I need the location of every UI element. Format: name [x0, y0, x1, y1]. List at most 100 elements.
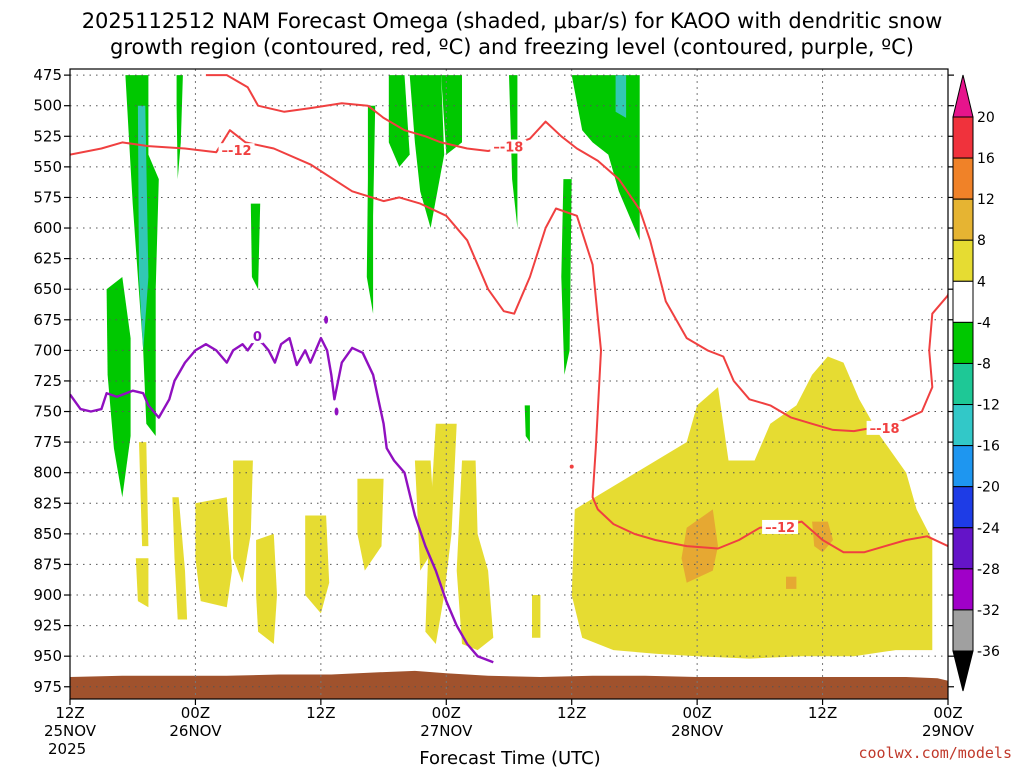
y-tick-label-750: 750 — [33, 403, 62, 421]
chart-title-line-1: 2025112512 NAM Forecast Omega (shaded, μ… — [82, 9, 943, 33]
colorbar-bin--16--12 — [952, 404, 974, 447]
colorbar-label-11: -28 — [977, 562, 1000, 578]
y-tick-label-725: 725 — [33, 372, 62, 390]
y-tick-label-700: 700 — [33, 341, 62, 359]
rising-area-3 — [250, 203, 261, 290]
freezing-level-label: 0 — [253, 330, 262, 345]
sinking-area-11 — [532, 595, 541, 638]
rising-area-6 — [409, 75, 445, 228]
x-tick-label-84-l2: 29NOV — [922, 722, 975, 740]
colorbar-bin--32--28 — [952, 568, 974, 611]
colorbar-bin--20--16 — [952, 445, 974, 488]
x-tick-label-36-l2: 27NOV — [420, 722, 473, 740]
rising-area-2 — [176, 75, 183, 180]
rising_strong-area-1 — [615, 75, 627, 118]
sinking_strong-area-2 — [812, 521, 833, 553]
rising_strong-area-0 — [137, 105, 149, 351]
y-tick-label-500: 500 — [33, 97, 62, 115]
colorbar-bin-8-12 — [952, 198, 974, 241]
colorbar-bin--24--20 — [952, 486, 974, 529]
colorbar-label-12: -32 — [977, 603, 1000, 619]
colorbar-bottom-arrow — [952, 650, 974, 692]
colorbar-label-6: -8 — [977, 356, 991, 372]
dgz-label-bg--18 — [490, 139, 527, 154]
dgz-isotherm-label--18: –-18 — [493, 141, 523, 156]
terrain-area — [70, 670, 948, 699]
x-tick-label-0-l2: 25NOV — [44, 722, 97, 740]
x-tick-label-84-l1: 00Z — [933, 704, 962, 722]
y-tick-label-975: 975 — [33, 678, 62, 696]
colorbar-bin--36--32 — [952, 609, 974, 652]
freezing-level-line — [70, 336, 494, 664]
freezing-label-bg — [249, 329, 263, 344]
colorbar-label-10: -24 — [977, 521, 1000, 537]
sinking-area-12 — [571, 356, 933, 659]
x-tick-label-60-l2: 28NOV — [671, 722, 724, 740]
colorbar-label-1: 16 — [977, 151, 995, 167]
terrain-layer — [70, 670, 948, 699]
dgz-label-bg-extra-0 — [762, 519, 799, 534]
y-tick-label-775: 775 — [33, 433, 62, 451]
colorbar-bin--8--4 — [952, 321, 974, 364]
dgz-isotherm-label-extra-1: –-18 — [870, 422, 900, 437]
y-tick-label-475: 475 — [33, 66, 62, 84]
freezing-dot-0 — [324, 315, 329, 324]
x-tick-label-60-l1: 00Z — [682, 704, 711, 722]
colorbar-bin--12--8 — [952, 362, 974, 406]
sinking-area-10 — [456, 460, 494, 651]
sinking-area-3 — [195, 497, 232, 608]
y-tick-label-675: 675 — [33, 311, 62, 329]
y-tick-label-550: 550 — [33, 158, 62, 176]
rising-area-5 — [388, 75, 410, 167]
colorbar-label-0: 20 — [977, 110, 995, 126]
x-tick-label-12-l2: 26NOV — [169, 722, 222, 740]
rising-area-10 — [571, 75, 640, 241]
rising-area-1 — [106, 277, 131, 498]
colorbar-bin-12-16 — [952, 157, 974, 200]
colorbar-bin-4-8 — [952, 239, 974, 282]
freezing-dot-1 — [334, 407, 339, 416]
y-tick-label-850: 850 — [33, 525, 62, 543]
chart-title-line-2: growth region (contoured, red, ºC) and f… — [110, 35, 914, 59]
rising-area-11 — [524, 405, 530, 443]
x-tick-label-0-l1: 12Z — [55, 704, 84, 722]
x-tick-label-36-l1: 00Z — [432, 704, 461, 722]
contour-lines: –-12 –-18 –-12 –-18 0 — [70, 74, 948, 664]
colorbar-label-9: -20 — [977, 480, 1000, 496]
y-tick-label-625: 625 — [33, 250, 62, 268]
dgz-isotherm-label--12: –-12 — [222, 144, 252, 159]
colorbar-label-5: -4 — [977, 315, 991, 331]
plot-frame — [69, 68, 949, 700]
y-tick-label-525: 525 — [33, 127, 62, 145]
y-tick-label-650: 650 — [33, 280, 62, 298]
y-tick-label-800: 800 — [33, 464, 62, 482]
x-tick-label-48-l1: 12Z — [557, 704, 586, 722]
x-tick-label-12-l1: 00Z — [181, 704, 210, 722]
y-tick-label-600: 600 — [33, 219, 62, 237]
colorbar-bin--28--24 — [952, 527, 974, 570]
credit-text: coolwx.com/models — [858, 744, 1012, 762]
y-tick-label-875: 875 — [33, 555, 62, 573]
y-axis-ticks: 475 500 525 550 575 600 625 650 675 700 725 750 775 8… — [33, 66, 954, 696]
x-tick-label-72-l1: 12Z — [808, 704, 837, 722]
colorbar-label-3: 8 — [977, 233, 986, 249]
colorbar-bin-16-20 — [952, 116, 974, 159]
colorbar-label-13: -36 — [977, 644, 1000, 660]
sinking-area-7 — [357, 478, 384, 571]
colorbar: 20 16 12 8 4 -4 -8 -12 -16 -20 -24 -28 -32 -36 — [952, 74, 1000, 692]
dgz-isotherm-label-extra-0: –-12 — [765, 521, 795, 536]
sinking-area-0 — [139, 442, 149, 547]
colorbar-bin--4-4 — [952, 280, 974, 323]
sinking-area-4 — [233, 460, 253, 583]
sinking-area-1 — [135, 558, 149, 608]
colorbar-label-8: -16 — [977, 439, 1000, 455]
x-tick-label-24-l1: 12Z — [306, 704, 335, 722]
dgz-label-bg--12 — [218, 143, 255, 158]
x-tick-label-0-l3: 2025 — [48, 740, 86, 758]
y-tick-label-925: 925 — [33, 617, 62, 635]
x-axis-label: Forecast Time (UTC) — [419, 748, 600, 768]
omega-shading — [106, 75, 933, 659]
sinking_strong-area-1 — [786, 576, 797, 589]
colorbar-label-4: 4 — [977, 274, 986, 290]
